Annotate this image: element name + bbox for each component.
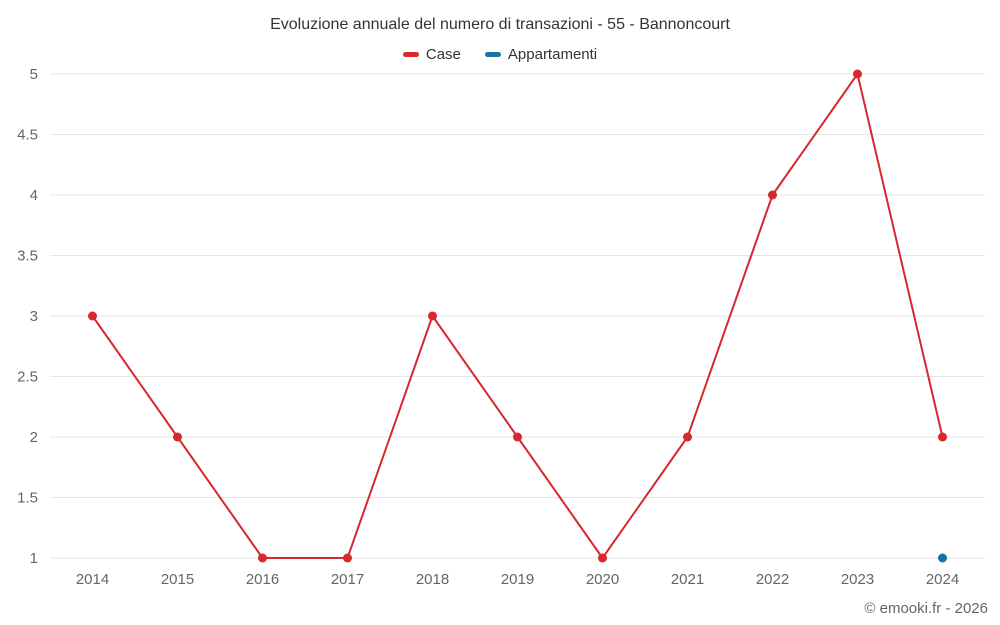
credit-text: © emooki.fr - 2026	[864, 600, 988, 617]
data-point-appartamenti[interactable]	[938, 553, 947, 563]
x-tick-label: 2016	[246, 571, 279, 588]
x-tick-label: 2024	[926, 571, 959, 588]
x-tick-label: 2022	[756, 571, 789, 588]
data-point-case[interactable]	[173, 432, 182, 442]
data-point-case[interactable]	[513, 432, 522, 442]
legend-label-case: Case	[425, 46, 461, 63]
y-tick-label: 1	[30, 550, 38, 567]
data-point-case[interactable]	[428, 311, 437, 321]
y-tick-label: 2.5	[17, 369, 38, 386]
legend-marker-case	[402, 52, 419, 57]
data-point-case[interactable]	[683, 432, 692, 442]
data-point-case[interactable]	[768, 190, 777, 200]
chart-title: Evoluzione annuale del numero di transaz…	[270, 16, 730, 33]
legend-item-appartamenti[interactable]: Appartamenti	[484, 46, 598, 63]
x-tick-label: 2021	[671, 571, 704, 588]
x-tick-label: 2014	[76, 571, 109, 588]
x-tick-label: 2023	[841, 571, 874, 588]
x-tick-label: 2018	[416, 571, 449, 588]
y-tick-label: 5	[30, 66, 38, 83]
data-point-case[interactable]	[598, 553, 607, 563]
y-tick-label: 3	[30, 308, 38, 325]
y-tick-label: 2	[30, 429, 38, 446]
x-tick-label: 2017	[331, 571, 364, 588]
data-point-case[interactable]	[938, 432, 947, 442]
x-tick-label: 2020	[586, 571, 619, 588]
y-tick-label: 3.5	[17, 248, 38, 265]
y-tick-label: 4	[30, 187, 38, 204]
chart-legend: Case Appartamenti	[0, 46, 1000, 63]
data-point-case[interactable]	[343, 553, 352, 563]
y-tick-label: 1.5	[17, 490, 38, 507]
legend-label-appartamenti: Appartamenti	[507, 46, 598, 63]
y-tick-label: 4.5	[17, 127, 38, 144]
legend-item-case[interactable]: Case	[402, 46, 461, 63]
x-tick-label: 2019	[501, 571, 534, 588]
x-tick-label: 2015	[161, 571, 194, 588]
data-point-case[interactable]	[88, 311, 97, 321]
data-point-case[interactable]	[853, 69, 862, 79]
data-point-case[interactable]	[258, 553, 267, 563]
legend-marker-appartamenti	[484, 52, 501, 57]
